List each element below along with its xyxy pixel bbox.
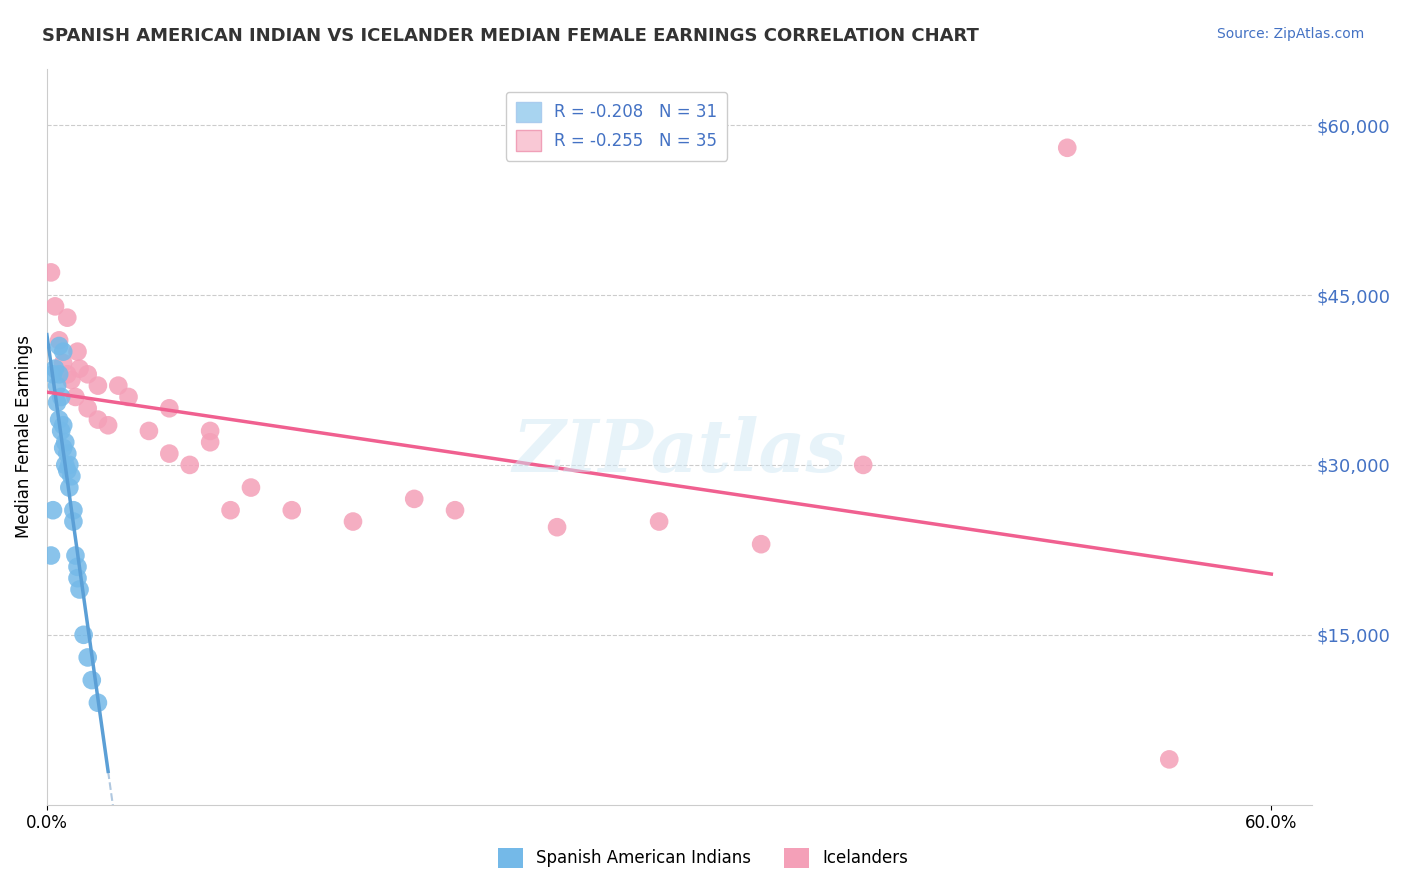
Point: [69, 361, 91, 376]
Point: [281, 503, 304, 517]
Point: [69, 582, 91, 597]
Point: [44, 299, 66, 313]
Point: [58, 481, 80, 495]
Legend: R = -0.208   N = 31, R = -0.255   N = 35: R = -0.208 N = 31, R = -0.255 N = 35: [506, 92, 727, 161]
Point: [76, 368, 98, 382]
Point: [46, 395, 69, 409]
Point: [56, 310, 79, 325]
Point: [76, 401, 98, 416]
Point: [117, 390, 139, 404]
Point: [97, 418, 120, 433]
Point: [56, 464, 79, 478]
Point: [65, 390, 87, 404]
Legend: Spanish American Indians, Icelanders: Spanish American Indians, Icelanders: [491, 841, 915, 875]
Point: [56, 368, 79, 382]
Point: [198, 424, 221, 438]
Point: [56, 447, 79, 461]
Point: [1056, 141, 1078, 155]
Point: [87, 412, 110, 426]
Point: [42, 503, 65, 517]
Point: [138, 424, 160, 438]
Point: [87, 696, 110, 710]
Point: [42, 368, 65, 382]
Point: [66, 571, 89, 585]
Point: [53, 435, 76, 450]
Point: [52, 418, 75, 433]
Point: [46, 378, 69, 392]
Point: [60, 373, 83, 387]
Point: [444, 503, 467, 517]
Point: [52, 344, 75, 359]
Text: SPANISH AMERICAN INDIAN VS ICELANDER MEDIAN FEMALE EARNINGS CORRELATION CHART: SPANISH AMERICAN INDIAN VS ICELANDER MED…: [42, 27, 979, 45]
Point: [72, 628, 94, 642]
Point: [648, 515, 671, 529]
Point: [66, 559, 89, 574]
Point: [48, 339, 70, 353]
Point: [62, 515, 84, 529]
Point: [1159, 752, 1181, 766]
Point: [157, 401, 180, 416]
Point: [342, 515, 364, 529]
Point: [80, 673, 103, 687]
Point: [52, 356, 75, 370]
Point: [66, 344, 89, 359]
Point: [65, 549, 87, 563]
Point: [107, 378, 129, 392]
Text: ZIPatlas: ZIPatlas: [512, 416, 846, 487]
Point: [239, 481, 262, 495]
Point: [62, 503, 84, 517]
Point: [198, 435, 221, 450]
Text: Source: ZipAtlas.com: Source: ZipAtlas.com: [1216, 27, 1364, 41]
Y-axis label: Median Female Earnings: Median Female Earnings: [15, 335, 32, 538]
Point: [58, 458, 80, 472]
Point: [76, 650, 98, 665]
Point: [404, 491, 426, 506]
Point: [219, 503, 242, 517]
Point: [157, 447, 180, 461]
Point: [48, 412, 70, 426]
Point: [87, 378, 110, 392]
Point: [39, 549, 62, 563]
Point: [48, 334, 70, 348]
Point: [51, 424, 73, 438]
Point: [52, 441, 75, 455]
Point: [39, 265, 62, 279]
Point: [44, 361, 66, 376]
Point: [852, 458, 875, 472]
Point: [53, 458, 76, 472]
Point: [60, 469, 83, 483]
Point: [51, 390, 73, 404]
Point: [48, 368, 70, 382]
Point: [546, 520, 568, 534]
Point: [749, 537, 772, 551]
Point: [179, 458, 201, 472]
